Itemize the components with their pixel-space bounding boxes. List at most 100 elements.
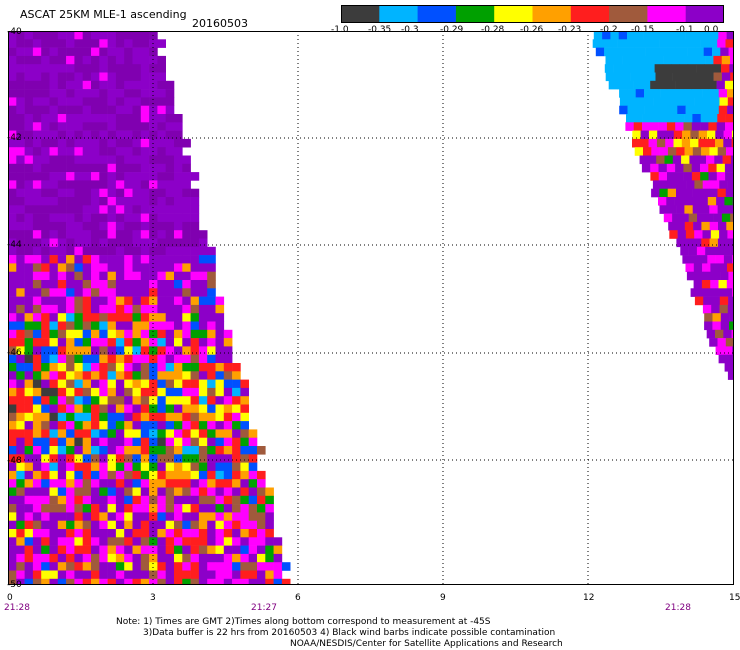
wind-cell <box>91 529 100 538</box>
wind-cell <box>74 412 83 422</box>
wind-cell <box>8 238 17 248</box>
wind-cell <box>726 31 734 40</box>
wind-cell <box>74 346 83 355</box>
wind-cell <box>49 97 59 106</box>
plot-frame <box>8 31 734 585</box>
wind-cell <box>115 230 125 239</box>
wind-cell <box>140 462 150 472</box>
wind-cell <box>82 280 92 289</box>
wind-cell <box>132 122 142 131</box>
wind-cell <box>99 329 108 339</box>
wind-cell <box>115 371 125 380</box>
wind-cell <box>66 72 75 82</box>
wind-cell <box>8 562 17 571</box>
wind-cell <box>719 97 729 106</box>
wind-cell <box>157 404 166 414</box>
wind-cell <box>149 105 158 115</box>
wind-cell <box>198 338 208 347</box>
wind-cell <box>124 255 133 264</box>
wind-cell <box>66 553 75 563</box>
wind-cell <box>24 346 34 355</box>
wind-cell <box>617 39 627 48</box>
longitude-tick-label: 6 <box>295 593 301 603</box>
wind-cell <box>91 130 100 140</box>
wind-cell <box>174 487 183 497</box>
wind-cell <box>689 155 698 165</box>
wind-cell <box>115 271 125 281</box>
wind-cell <box>124 387 133 397</box>
wind-cell <box>691 172 701 181</box>
wind-cell <box>140 545 150 555</box>
wind-cell <box>107 479 117 488</box>
wind-cell <box>174 114 183 123</box>
wind-cell <box>198 512 208 521</box>
wind-cell <box>124 437 133 447</box>
wind-cell <box>124 188 133 198</box>
wind-cell <box>32 462 42 472</box>
wind-cell <box>149 238 158 248</box>
wind-cell <box>91 246 100 256</box>
wind-cell <box>124 570 133 580</box>
wind-cell <box>57 479 67 488</box>
wind-cell <box>198 479 208 488</box>
wind-cell <box>57 122 67 131</box>
wind-cell <box>124 470 133 480</box>
wind-cell <box>215 396 225 405</box>
wind-cell <box>157 537 166 546</box>
wind-cell <box>32 97 42 106</box>
wind-cell <box>719 296 729 306</box>
wind-cell <box>240 570 249 580</box>
wind-cell <box>157 271 166 281</box>
wind-cell <box>24 221 34 231</box>
wind-cell <box>124 205 133 214</box>
wind-cell <box>676 205 685 214</box>
wind-cell <box>8 64 17 73</box>
wind-cell <box>165 246 175 256</box>
wind-cell <box>700 188 710 198</box>
wind-cell <box>74 55 83 65</box>
wind-cell <box>165 371 175 380</box>
wind-cell <box>57 221 67 231</box>
wind-cell <box>157 387 166 397</box>
wind-cell <box>682 130 691 140</box>
wind-cell <box>223 363 233 372</box>
wind-cell <box>140 180 150 189</box>
wind-cell <box>49 155 59 165</box>
wind-cell <box>74 238 83 248</box>
wind-cell <box>215 404 225 414</box>
wind-cell <box>190 246 200 256</box>
wind-cell <box>157 313 166 322</box>
wind-cell <box>24 230 34 239</box>
wind-cell <box>107 329 117 339</box>
wind-cell <box>66 288 75 297</box>
wind-cell <box>165 155 175 165</box>
wind-cell <box>57 545 67 555</box>
wind-cell <box>16 188 25 198</box>
wind-cell <box>74 271 83 281</box>
wind-cell <box>174 130 183 140</box>
wind-cell <box>685 31 694 40</box>
wind-cell <box>140 371 150 380</box>
wind-cell <box>174 553 183 563</box>
wind-cell <box>682 255 691 264</box>
wind-cell <box>721 64 730 73</box>
wind-cell <box>140 512 150 521</box>
wind-cell <box>198 562 208 571</box>
wind-cell <box>24 280 34 289</box>
wind-cell <box>157 545 166 555</box>
wind-cell <box>24 570 34 580</box>
wind-cell <box>24 64 34 73</box>
wind-cell <box>91 346 100 355</box>
wind-cell <box>82 238 92 248</box>
wind-cell <box>57 47 67 57</box>
wind-cell <box>726 147 734 156</box>
wind-cell <box>140 321 150 331</box>
wind-cell <box>91 138 100 148</box>
wind-cell <box>715 346 725 355</box>
wind-cell <box>107 553 117 563</box>
wind-cell <box>207 387 216 397</box>
wind-cell <box>124 363 133 372</box>
wind-cell <box>74 230 83 239</box>
wind-cell <box>215 313 225 322</box>
wind-cell <box>124 39 133 48</box>
